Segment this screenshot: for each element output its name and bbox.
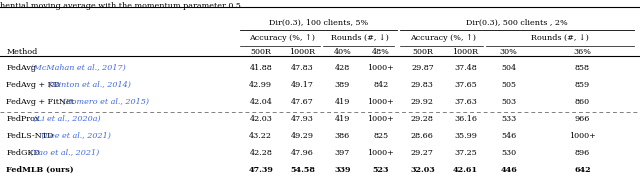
- Text: 1000+: 1000+: [367, 64, 394, 72]
- Text: 37.25: 37.25: [454, 149, 477, 157]
- Text: 530: 530: [501, 149, 516, 157]
- Text: 858: 858: [575, 64, 590, 72]
- Text: 500R: 500R: [250, 48, 271, 56]
- Text: 36%: 36%: [573, 48, 591, 56]
- Text: 41.88: 41.88: [250, 64, 272, 72]
- Text: 825: 825: [373, 132, 388, 140]
- Text: 43.22: 43.22: [250, 132, 272, 140]
- Text: 419: 419: [335, 98, 350, 106]
- Text: 1000+: 1000+: [367, 115, 394, 123]
- Text: 29.27: 29.27: [411, 149, 434, 157]
- Text: 37.48: 37.48: [454, 64, 477, 72]
- Text: 1000+: 1000+: [367, 149, 394, 157]
- Text: 966: 966: [575, 115, 590, 123]
- Text: 42.28: 42.28: [250, 149, 272, 157]
- Text: 500R: 500R: [412, 48, 433, 56]
- Text: (Yao et al., 2021): (Yao et al., 2021): [28, 149, 99, 157]
- Text: (Li et al., 2020a): (Li et al., 2020a): [31, 115, 101, 123]
- Text: 47.39: 47.39: [248, 166, 273, 174]
- Text: 339: 339: [334, 166, 351, 174]
- Text: 842: 842: [373, 81, 388, 89]
- Text: 533: 533: [501, 115, 516, 123]
- Text: FedAvg + FitNet: FedAvg + FitNet: [6, 98, 74, 106]
- Text: 29.83: 29.83: [411, 81, 434, 89]
- Text: hential moving average with the momentum parameter 0.5.: hential moving average with the momentum…: [0, 2, 243, 10]
- Text: 47.67: 47.67: [291, 98, 314, 106]
- Text: 42.99: 42.99: [250, 81, 272, 89]
- Text: 1000R: 1000R: [452, 48, 479, 56]
- Text: (Romero et al., 2015): (Romero et al., 2015): [60, 98, 149, 106]
- Text: 47.83: 47.83: [291, 64, 314, 72]
- Text: 40%: 40%: [333, 48, 351, 56]
- Text: 42.61: 42.61: [453, 166, 478, 174]
- Text: Rounds (#, ↓): Rounds (#, ↓): [331, 34, 389, 42]
- Text: 428: 428: [335, 64, 350, 72]
- Text: FedMLB (ours): FedMLB (ours): [6, 166, 74, 174]
- Text: 446: 446: [500, 166, 517, 174]
- Text: Dir(0.3), 500 clients , 2%: Dir(0.3), 500 clients , 2%: [466, 19, 568, 27]
- Text: Accuracy (%, ↑): Accuracy (%, ↑): [410, 34, 476, 42]
- Text: 29.92: 29.92: [411, 98, 434, 106]
- Text: FedAvg + KD: FedAvg + KD: [6, 81, 60, 89]
- Text: (Hinton et al., 2014): (Hinton et al., 2014): [46, 81, 131, 89]
- Text: 42.04: 42.04: [250, 98, 272, 106]
- Text: 35.99: 35.99: [454, 132, 477, 140]
- Text: 1000+: 1000+: [367, 98, 394, 106]
- Text: Method: Method: [6, 48, 38, 56]
- Text: 896: 896: [575, 149, 590, 157]
- Text: 36.16: 36.16: [454, 115, 477, 123]
- Text: Dir(0.3), 100 clients, 5%: Dir(0.3), 100 clients, 5%: [269, 19, 368, 27]
- Text: 29.28: 29.28: [411, 115, 434, 123]
- Text: 42.03: 42.03: [250, 115, 272, 123]
- Text: FedLS-NTD: FedLS-NTD: [6, 132, 54, 140]
- Text: 47.93: 47.93: [291, 115, 314, 123]
- Text: 48%: 48%: [372, 48, 390, 56]
- Text: Rounds (#, ↓): Rounds (#, ↓): [531, 34, 589, 42]
- Text: 546: 546: [501, 132, 516, 140]
- Text: 860: 860: [575, 98, 590, 106]
- Text: 397: 397: [335, 149, 350, 157]
- Text: 505: 505: [501, 81, 516, 89]
- Text: 32.03: 32.03: [410, 166, 435, 174]
- Text: (McMahan et al., 2017): (McMahan et al., 2017): [28, 64, 125, 72]
- Text: 503: 503: [501, 98, 516, 106]
- Text: FedProx: FedProx: [6, 115, 40, 123]
- Text: 523: 523: [372, 166, 389, 174]
- Text: 30%: 30%: [500, 48, 518, 56]
- Text: 386: 386: [335, 132, 350, 140]
- Text: 54.58: 54.58: [290, 166, 315, 174]
- Text: 49.29: 49.29: [291, 132, 314, 140]
- Text: (Lee et al., 2021): (Lee et al., 2021): [38, 132, 111, 140]
- Text: 1000R: 1000R: [289, 48, 316, 56]
- Text: 47.96: 47.96: [291, 149, 314, 157]
- Text: 389: 389: [335, 81, 350, 89]
- Text: 642: 642: [574, 166, 591, 174]
- Text: FedGKD: FedGKD: [6, 149, 40, 157]
- Text: 28.66: 28.66: [411, 132, 434, 140]
- Text: 29.87: 29.87: [411, 64, 434, 72]
- Text: 419: 419: [335, 115, 350, 123]
- Text: FedAvg: FedAvg: [6, 64, 36, 72]
- Text: Accuracy (%, ↑): Accuracy (%, ↑): [248, 34, 315, 42]
- Text: 1000+: 1000+: [569, 132, 596, 140]
- Text: 49.17: 49.17: [291, 81, 314, 89]
- Text: 859: 859: [575, 81, 590, 89]
- Text: 504: 504: [501, 64, 516, 72]
- Text: 37.63: 37.63: [454, 98, 477, 106]
- Text: 37.65: 37.65: [454, 81, 477, 89]
